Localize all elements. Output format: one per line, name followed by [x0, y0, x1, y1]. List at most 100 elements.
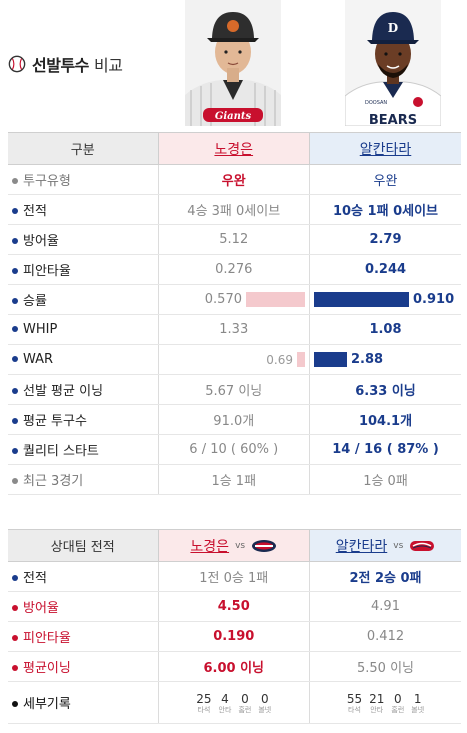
left-value: 5.67 이닝	[157, 374, 310, 405]
row-label: 퀄리티 스타트	[8, 434, 158, 465]
win-rate-bar-right	[314, 292, 409, 307]
row-label: 선발 평균 이닝	[8, 374, 158, 405]
left-value: 1전 0승 1패	[157, 561, 310, 592]
right-value: 2.79	[309, 224, 461, 255]
table-row: WHIP 1.33 1.08	[8, 314, 461, 345]
bullet-icon	[12, 417, 18, 424]
win-rate-bar-left	[246, 292, 305, 307]
vs-label: vs	[235, 540, 246, 551]
row-label: 평균 투구수	[8, 404, 158, 435]
bullet-icon	[12, 387, 18, 394]
table-row: 투구유형 우완 우완	[8, 164, 461, 195]
bullet-icon	[12, 355, 18, 362]
bullet-icon	[12, 604, 18, 611]
compare-table: 구분 노경은 알칸타라 투구유형 우완 우완 전적 4승 3패 0세이브 10승…	[8, 132, 461, 495]
table-row: 최근 3경기 1승 1패 1승 0패	[8, 464, 461, 495]
header-label: 구분	[8, 132, 158, 165]
bullet-icon	[12, 325, 18, 332]
left-detail: 25 타석 4 안타 0 홈런 0 볼넷	[157, 681, 310, 724]
right-value: 14 / 16 ( 87% )	[309, 434, 461, 465]
war-bar-right	[314, 352, 347, 367]
left-value: 4승 3패 0세이브	[157, 194, 310, 225]
row-label: 평균이닝	[8, 651, 158, 682]
row-label: 방어율	[8, 224, 158, 255]
row-label: WHIP	[8, 314, 158, 345]
bullet-icon	[12, 634, 18, 641]
table-row: 퀄리티 스타트 6 / 10 ( 60% ) 14 / 16 ( 87% )	[8, 434, 461, 465]
vs-label: vs	[393, 540, 404, 551]
right-value: 1.08	[309, 314, 461, 345]
right-value: 5.50 이닝	[309, 651, 461, 682]
left-value: 0.570	[204, 292, 242, 307]
svg-text:BEARS: BEARS	[369, 113, 417, 126]
left-value: 4.50	[157, 591, 310, 622]
player-left-link[interactable]: 노경은	[190, 538, 230, 555]
row-label: 방어율	[8, 591, 158, 622]
table-row: 전적 4승 3패 0세이브 10승 1패 0세이브	[8, 194, 461, 225]
player-photo-left: Giants	[185, 0, 281, 126]
right-value: 4.91	[309, 591, 461, 622]
player-right-link[interactable]: 알칸타라	[359, 141, 412, 158]
table-row: 세부기록 25 타석 4 안타 0 홈런 0 볼넷 55 타석 21 안타 0 홈런 1 볼넷	[8, 681, 461, 724]
bullet-icon	[12, 267, 18, 274]
player-photo-right: DOOSAN BEARS D	[345, 0, 441, 126]
left-value: 91.0개	[157, 404, 310, 435]
title-text: 선발투수 비교	[32, 56, 123, 75]
svg-text:D: D	[388, 21, 398, 35]
player-left-link[interactable]: 노경은	[214, 141, 254, 158]
left-value: 5.12	[157, 224, 310, 255]
player-right-cell: 알칸타라	[309, 132, 461, 165]
table-row: 방어율 4.50 4.91	[8, 591, 461, 622]
opponent-table: 상대팀 전적 노경은 vs 알칸타라 vs	[8, 529, 461, 724]
left-value: 1.33	[157, 314, 310, 345]
bullet-icon	[12, 574, 18, 581]
row-label: WAR	[8, 344, 158, 375]
left-value: 0.190	[157, 621, 310, 652]
left-bar-cell: 0.69	[157, 344, 310, 375]
table-row: 피안타율 0.190 0.412	[8, 621, 461, 652]
bullet-icon	[12, 664, 18, 671]
right-bar-cell: 0.910	[309, 284, 461, 315]
right-value: 2.88	[351, 352, 384, 367]
table-row: 평균 투구수 91.0개 104.1개	[8, 404, 461, 435]
player-left-cell: 노경은	[157, 132, 310, 165]
table-row: 선발 평균 이닝 5.67 이닝 6.33 이닝	[8, 374, 461, 405]
svg-text:Giants: Giants	[215, 111, 252, 122]
left-value: 0.276	[157, 254, 310, 285]
bullet-icon	[12, 207, 18, 214]
bullet-icon	[12, 447, 18, 454]
table-row: 방어율 5.12 2.79	[8, 224, 461, 255]
left-value: 0.69	[266, 352, 293, 367]
right-value: 2전 2승 0패	[309, 561, 461, 592]
right-value: 0.244	[309, 254, 461, 285]
right-value: 104.1개	[309, 404, 461, 435]
right-value: 6.33 이닝	[309, 374, 461, 405]
war-bar-left	[297, 352, 305, 367]
right-value: 10승 1패 0세이브	[309, 194, 461, 225]
section-title: 선발투수 비교	[8, 52, 123, 76]
row-label: 최근 3경기	[8, 464, 158, 495]
player-right-link[interactable]: 알칸타라	[335, 538, 388, 555]
right-value: 1승 0패	[309, 464, 461, 495]
left-bar-cell: 0.570	[157, 284, 310, 315]
right-value: 우완	[309, 164, 461, 195]
row-label: 전적	[8, 194, 158, 225]
player-left-vs-cell: 노경은 vs	[157, 529, 310, 562]
bullet-icon	[12, 477, 18, 484]
bullet-icon	[12, 177, 18, 184]
row-label: 투구유형	[8, 164, 158, 195]
row-label: 피안타율	[8, 254, 158, 285]
right-value: 0.412	[309, 621, 461, 652]
bullet-icon	[12, 297, 18, 304]
table-row: 피안타율 0.276 0.244	[8, 254, 461, 285]
baseball-icon	[8, 55, 26, 73]
left-value: 우완	[157, 164, 310, 195]
giants-logo-icon	[410, 540, 435, 551]
row-label: 승률	[8, 284, 158, 315]
right-detail: 55 타석 21 안타 0 홈런 1 볼넷	[309, 681, 461, 724]
table-row: 전적 1전 0승 1패 2전 2승 0패	[8, 561, 461, 592]
bullet-icon	[12, 237, 18, 244]
row-label: 전적	[8, 561, 158, 592]
table-row: 평균이닝 6.00 이닝 5.50 이닝	[8, 651, 461, 682]
bullet-icon	[12, 700, 18, 707]
